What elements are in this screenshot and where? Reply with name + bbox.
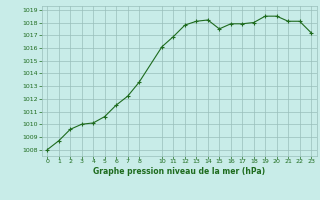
X-axis label: Graphe pression niveau de la mer (hPa): Graphe pression niveau de la mer (hPa) bbox=[93, 167, 265, 176]
